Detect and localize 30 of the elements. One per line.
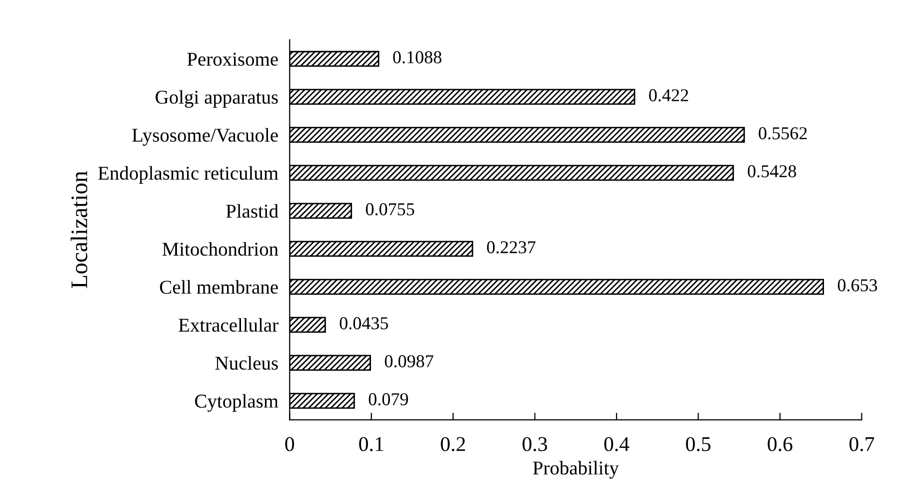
y-tick-label: Plastid xyxy=(226,204,278,218)
y-tick-label: Endoplasmic reticulum xyxy=(98,166,278,184)
y-tick-label: Cell membrane xyxy=(160,280,278,294)
data-label: 0.079 xyxy=(368,393,408,406)
data-label: 0.0755 xyxy=(366,203,414,216)
x-tick-label: 0.1 xyxy=(359,437,384,452)
data-label: 0.0987 xyxy=(384,355,434,368)
y-tick-label: Golgi apparatus xyxy=(156,90,278,108)
x-tick-label: 0.7 xyxy=(849,437,874,452)
data-label: 0.2237 xyxy=(487,241,536,254)
data-label: 0.5428 xyxy=(748,165,796,178)
x-axis-title: Probability xyxy=(533,460,619,479)
data-label: 0.5562 xyxy=(758,127,807,140)
y-tick-label: Cytoplasm xyxy=(195,394,278,412)
data-label: 0.0435 xyxy=(340,317,388,330)
data-label: 0.422 xyxy=(649,89,688,102)
data-label: 0.653 xyxy=(838,279,878,292)
y-tick-label: Extracellular xyxy=(178,318,278,332)
x-tick-label: 0.5 xyxy=(686,437,710,452)
x-tick-label: 0.2 xyxy=(440,437,465,452)
x-tick-label: 0.6 xyxy=(768,437,792,452)
x-tick-label: 0.4 xyxy=(604,437,630,452)
x-tick-label: 0.3 xyxy=(522,437,548,452)
y-axis-title: Localization xyxy=(70,171,88,288)
data-label: 0.1088 xyxy=(393,51,442,64)
y-tick-label: Mitochondrion xyxy=(162,242,278,256)
y-tick-label: Nucleus xyxy=(215,356,278,370)
y-tick-label: Peroxisome xyxy=(187,52,278,66)
y-tick-label: Lysosome/Vacuole xyxy=(132,128,278,146)
x-tick-label: 0 xyxy=(285,437,294,452)
